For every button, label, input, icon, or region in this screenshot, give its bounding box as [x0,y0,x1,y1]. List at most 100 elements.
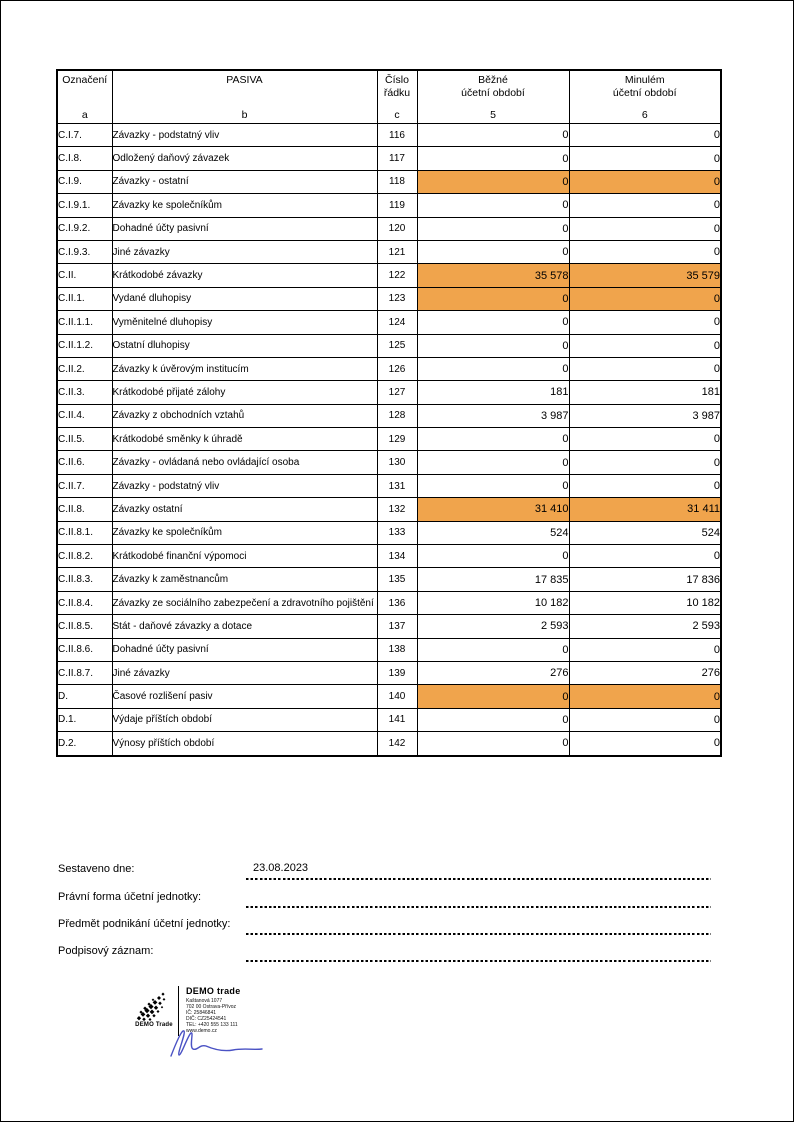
table-row: C.II.7. Závazky - podstatný vliv 131 0 0 [56,473,722,499]
row-designation: C.II.5. [56,427,113,452]
row-current-value: 31 410 [416,497,570,522]
row-label: Závazky - podstatný vliv [111,473,378,499]
header-previous-period: Minulém účetní období 6 [568,69,722,124]
row-designation: C.II.8. [56,497,113,522]
row-line-number: 136 [376,590,418,616]
stamp-logo-label: DEMO Trade [135,1022,173,1028]
table-row: C.II.5. Krátkodobé směnky k úhradě 129 0… [56,427,722,452]
row-line-number: 135 [376,567,418,592]
field-label: Předmět podnikání účetní jednotky: [58,918,231,930]
header-line-number-letter: c [394,109,400,121]
row-current-value: 0 [416,146,570,171]
row-line-number: 125 [376,333,418,358]
demo-trade-logo-icon [136,992,166,1022]
row-previous-value: 2 593 [568,614,722,639]
header-current-period: Běžné účetní období 5 [416,69,570,124]
table-row: C.I.9.3. Jiné závazky 121 0 0 [56,239,722,265]
row-label: Závazky - ostatní [111,169,378,195]
header-line-number-label: Číslo řádku [383,74,411,99]
row-label: Výnosy příštích období [111,731,378,757]
table-row: C.I.7. Závazky - podstatný vliv 116 0 0 [56,122,722,148]
row-label: Jiné závazky [111,660,378,686]
row-designation: D.1. [56,707,113,733]
row-label: Závazky ze sociálního zabezpečení a zdra… [111,590,378,616]
table-row: C.I.8. Odložený daňový závazek 117 0 0 [56,146,722,171]
row-label: Závazky ke společníkům [111,520,378,546]
table-row: C.II. Krátkodobé závazky 122 35 578 35 5… [56,263,722,288]
row-designation: C.II.8.2. [56,544,113,569]
row-designation: C.II.8.7. [56,660,113,686]
header-current-period-label: Běžné účetní období [461,74,525,99]
row-designation: D.2. [56,731,113,757]
row-line-number: 121 [376,239,418,265]
table-row: C.II.8.2. Krátkodobé finanční výpomoci 1… [56,544,722,569]
row-line-number: 127 [376,380,418,405]
row-current-value: 0 [416,707,570,733]
row-label: Vyměnitelné dluhopisy [111,310,378,335]
field-business-activity: Předmět podnikání účetní jednotky: [58,918,715,940]
table-row: C.II.4. Závazky z obchodních vztahů 128 … [56,403,722,429]
row-label: Časové rozlišení pasiv [111,684,378,709]
table-row: C.II.6. Závazky - ovládaná nebo ovládají… [56,450,722,475]
row-current-value: 0 [416,310,570,335]
row-current-value: 0 [416,637,570,662]
table-row: C.II.8.3. Závazky k zaměstnancům 135 17 … [56,567,722,592]
table-row: C.II.8.6. Dohadné účty pasivní 138 0 0 [56,637,722,662]
row-previous-value: 17 836 [568,567,722,592]
dashed-fill-line [246,878,711,880]
row-previous-value: 0 [568,684,722,709]
dashed-fill-line [246,933,711,935]
dashed-fill-line [246,960,711,962]
row-line-number: 129 [376,427,418,452]
row-previous-value: 0 [568,544,722,569]
stamp-address-line: 702 00 Ostrava-Přívoz [186,1004,237,1010]
row-current-value: 3 987 [416,403,570,429]
row-previous-value: 0 [568,731,722,757]
field-date-compiled: Sestaveno dne: 23.08.2023 [58,862,715,885]
row-designation: C.I.9.2. [56,216,113,241]
row-designation: C.II.2. [56,356,113,382]
table-row: C.II.1.2. Ostatní dluhopisy 125 0 0 [56,333,722,358]
table-row: C.II.8. Závazky ostatní 132 31 410 31 41… [56,497,722,522]
row-current-value: 0 [416,731,570,757]
stamp-ic-line: IČ: 25846841 [186,1010,217,1016]
row-previous-value: 0 [568,450,722,475]
row-previous-value: 0 [568,473,722,499]
row-current-value: 0 [416,239,570,265]
field-value: 23.08.2023 [253,862,309,874]
row-current-value: 10 182 [416,590,570,616]
row-current-value: 0 [416,684,570,709]
row-previous-value: 524 [568,520,722,546]
row-previous-value: 31 411 [568,497,722,522]
row-label: Krátkodobé závazky [111,263,378,288]
header-pasiva-letter: b [241,109,248,121]
row-previous-value: 0 [568,310,722,335]
row-line-number: 116 [376,122,418,148]
row-label: Ostatní dluhopisy [111,333,378,358]
row-line-number: 119 [376,193,418,218]
row-label: Vydané dluhopisy [111,286,378,312]
row-previous-value: 0 [568,286,722,312]
row-previous-value: 0 [568,122,722,148]
row-line-number: 122 [376,263,418,288]
row-current-value: 0 [416,193,570,218]
company-stamp: DEMO Trade DEMO trade Kaštanová 1077 702… [129,985,309,1070]
row-label: Závazky ostatní [111,497,378,522]
header-designation-label: Označení [62,74,108,86]
row-line-number: 128 [376,403,418,429]
row-previous-value: 0 [568,427,722,452]
row-line-number: 123 [376,286,418,312]
row-designation: C.I.9. [56,169,113,195]
row-label: Stát - daňové závazky a dotace [111,614,378,639]
row-current-value: 0 [416,473,570,499]
field-signature-record: Podpisový záznam: [58,945,715,967]
row-current-value: 0 [416,286,570,312]
row-label: Výdaje příštích období [111,707,378,733]
row-designation: C.I.7. [56,122,113,148]
row-label: Krátkodobé směnky k úhradě [111,427,378,452]
row-current-value: 17 835 [416,567,570,592]
row-label: Závazky - podstatný vliv [111,122,378,148]
table-row: C.I.9.1. Závazky ke společníkům 119 0 0 [56,193,722,218]
row-previous-value: 181 [568,380,722,405]
